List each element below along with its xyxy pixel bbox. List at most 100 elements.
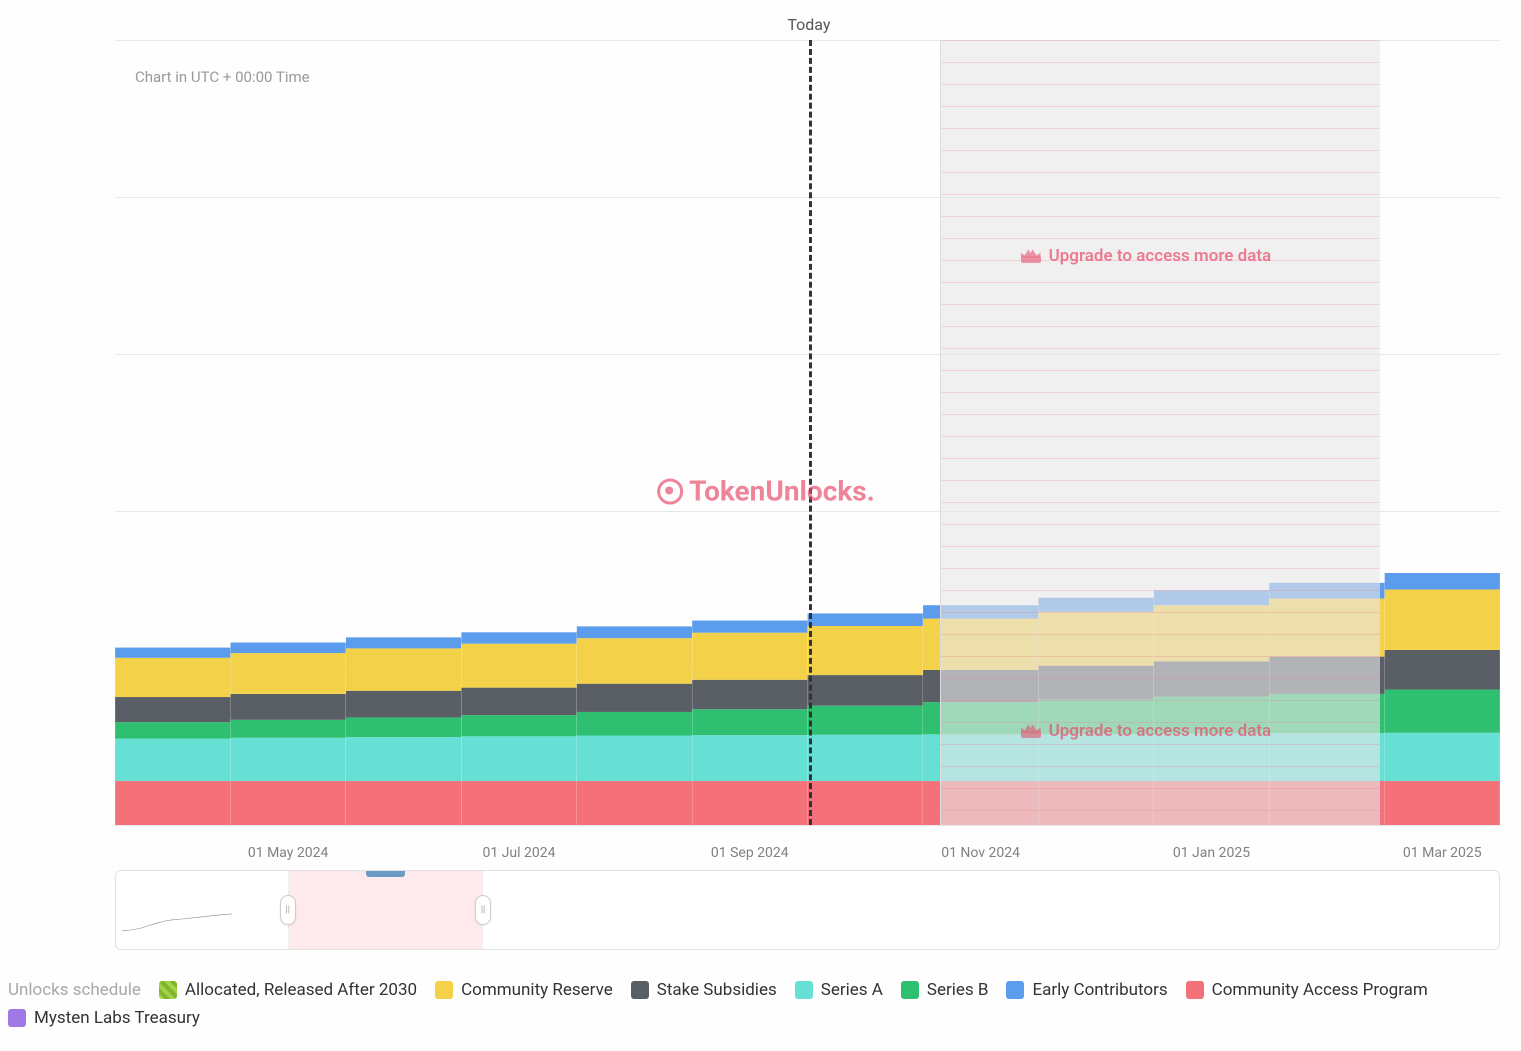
legend-swatch-icon <box>631 981 649 999</box>
bar-segment <box>808 706 923 735</box>
bar-segment <box>808 626 923 675</box>
bar-segment <box>346 781 461 825</box>
range-handle-right[interactable]: || <box>475 895 491 925</box>
bar-segment <box>461 736 576 781</box>
bar-segment <box>461 781 576 825</box>
upgrade-label: Upgrade to access more data <box>1049 246 1272 266</box>
legend-item-label: Early Contributors <box>1032 980 1167 1000</box>
bar-segment <box>346 637 461 648</box>
legend-swatch-icon <box>435 981 453 999</box>
bar-segment <box>692 621 807 633</box>
legend-item[interactable]: Community Reserve <box>435 980 613 1000</box>
bar-segment <box>115 781 230 825</box>
legend-swatch-icon <box>8 1009 26 1027</box>
bar-segment <box>577 736 692 782</box>
x-tick-label: 01 Mar 2025 <box>1403 845 1482 861</box>
legend-swatch-icon <box>1006 981 1024 999</box>
bar-segment <box>692 709 807 735</box>
legend-title: Unlocks schedule <box>8 980 141 1000</box>
bar-segment <box>808 735 923 781</box>
x-tick-label: 01 May 2024 <box>248 845 329 861</box>
bar-segment <box>346 691 461 718</box>
bar-segment <box>231 653 346 694</box>
bar-segment <box>1385 781 1500 825</box>
legend-item[interactable]: Series B <box>901 980 989 1000</box>
bar-segment <box>692 633 807 680</box>
legend-swatch-icon <box>1186 981 1204 999</box>
bar-segment <box>1385 690 1500 733</box>
x-tick-label: 01 Jan 2025 <box>1173 845 1250 861</box>
watermark-text: TokenUnlocks. <box>689 475 875 508</box>
legend-item[interactable]: Early Contributors <box>1006 980 1167 1000</box>
legend-item-label: Community Access Program <box>1212 980 1428 1000</box>
bar-segment <box>231 642 346 653</box>
bar-segment <box>346 648 461 690</box>
x-tick-label: 01 Sep 2024 <box>711 845 789 861</box>
legend-item-label: Mysten Labs Treasury <box>34 1008 200 1028</box>
legend-item-label: Community Reserve <box>461 980 613 1000</box>
range-mini-path <box>122 911 232 933</box>
bar-segment <box>115 722 230 738</box>
bar-segment <box>1385 573 1500 589</box>
bar-segment <box>231 738 346 781</box>
bar-segment <box>231 781 346 825</box>
legend-swatch-icon <box>795 981 813 999</box>
utc-note: Chart in UTC + 00:00 Time <box>135 68 310 86</box>
x-tick-label: 01 Nov 2024 <box>941 845 1020 861</box>
range-handle-left[interactable]: || <box>280 895 296 925</box>
bar-segment <box>461 715 576 736</box>
legend-item[interactable]: Stake Subsidies <box>631 980 777 1000</box>
bar-segment <box>1385 590 1500 650</box>
bar-segment <box>231 720 346 738</box>
legend-item[interactable]: Series A <box>795 980 883 1000</box>
legend-item-label: Series B <box>927 980 989 1000</box>
bar-segment <box>577 781 692 825</box>
watermark: TokenUnlocks. <box>657 475 875 508</box>
bar-segment <box>231 694 346 720</box>
bar-segment <box>692 680 807 709</box>
legend-swatch-icon <box>159 981 177 999</box>
x-tick-label: 01 Jul 2024 <box>482 845 555 861</box>
legend-item-label: Stake Subsidies <box>657 980 777 1000</box>
bar-segment <box>115 697 230 722</box>
bar-segment <box>115 658 230 697</box>
bar-segment <box>461 688 576 715</box>
range-selector[interactable]: || || <box>115 870 1500 950</box>
today-line <box>809 40 812 825</box>
range-window[interactable] <box>288 871 483 949</box>
bar-segment <box>577 638 692 684</box>
crown-icon <box>1021 248 1041 263</box>
legend-swatch-icon <box>901 981 919 999</box>
today-label: Today <box>787 15 830 34</box>
bar-segment <box>1385 650 1500 690</box>
bar-segment <box>577 684 692 712</box>
bar-segment <box>577 712 692 736</box>
legend: Unlocks schedule Allocated, Released Aft… <box>8 980 1508 1028</box>
legend-item[interactable]: Allocated, Released After 2030 <box>159 980 417 1000</box>
bar-segment <box>115 739 230 781</box>
upgrade-overlay: Upgrade to access more data Upgrade to a… <box>940 40 1380 825</box>
bar-segment <box>692 735 807 781</box>
bar-segment <box>346 717 461 737</box>
upgrade-text-top: Upgrade to access more data <box>1021 246 1272 266</box>
bar-segment <box>692 781 807 825</box>
bar-segment <box>1385 733 1500 781</box>
bar-segment <box>577 626 692 638</box>
bar-segment <box>808 781 923 825</box>
upgrade-text-bottom: Upgrade to access more data <box>1021 721 1272 741</box>
bar-segment <box>461 632 576 643</box>
tokenunlocks-logo-icon <box>657 478 683 504</box>
crown-icon <box>1021 723 1041 738</box>
upgrade-overlay-stripes <box>941 40 1380 825</box>
legend-item-label: Series A <box>821 980 883 1000</box>
bar-segment <box>346 737 461 781</box>
chart-container: 02.00b4.00b6.00b8.00b10.00b Upgrade to a… <box>0 0 1521 1051</box>
y-gridline <box>115 825 1500 826</box>
legend-item[interactable]: Community Access Program <box>1186 980 1428 1000</box>
bar-segment <box>115 648 230 658</box>
legend-item[interactable]: Mysten Labs Treasury <box>8 1008 200 1028</box>
bar-segment <box>808 613 923 626</box>
bar-segment <box>808 675 923 706</box>
upgrade-label: Upgrade to access more data <box>1049 721 1272 741</box>
legend-item-label: Allocated, Released After 2030 <box>185 980 417 1000</box>
